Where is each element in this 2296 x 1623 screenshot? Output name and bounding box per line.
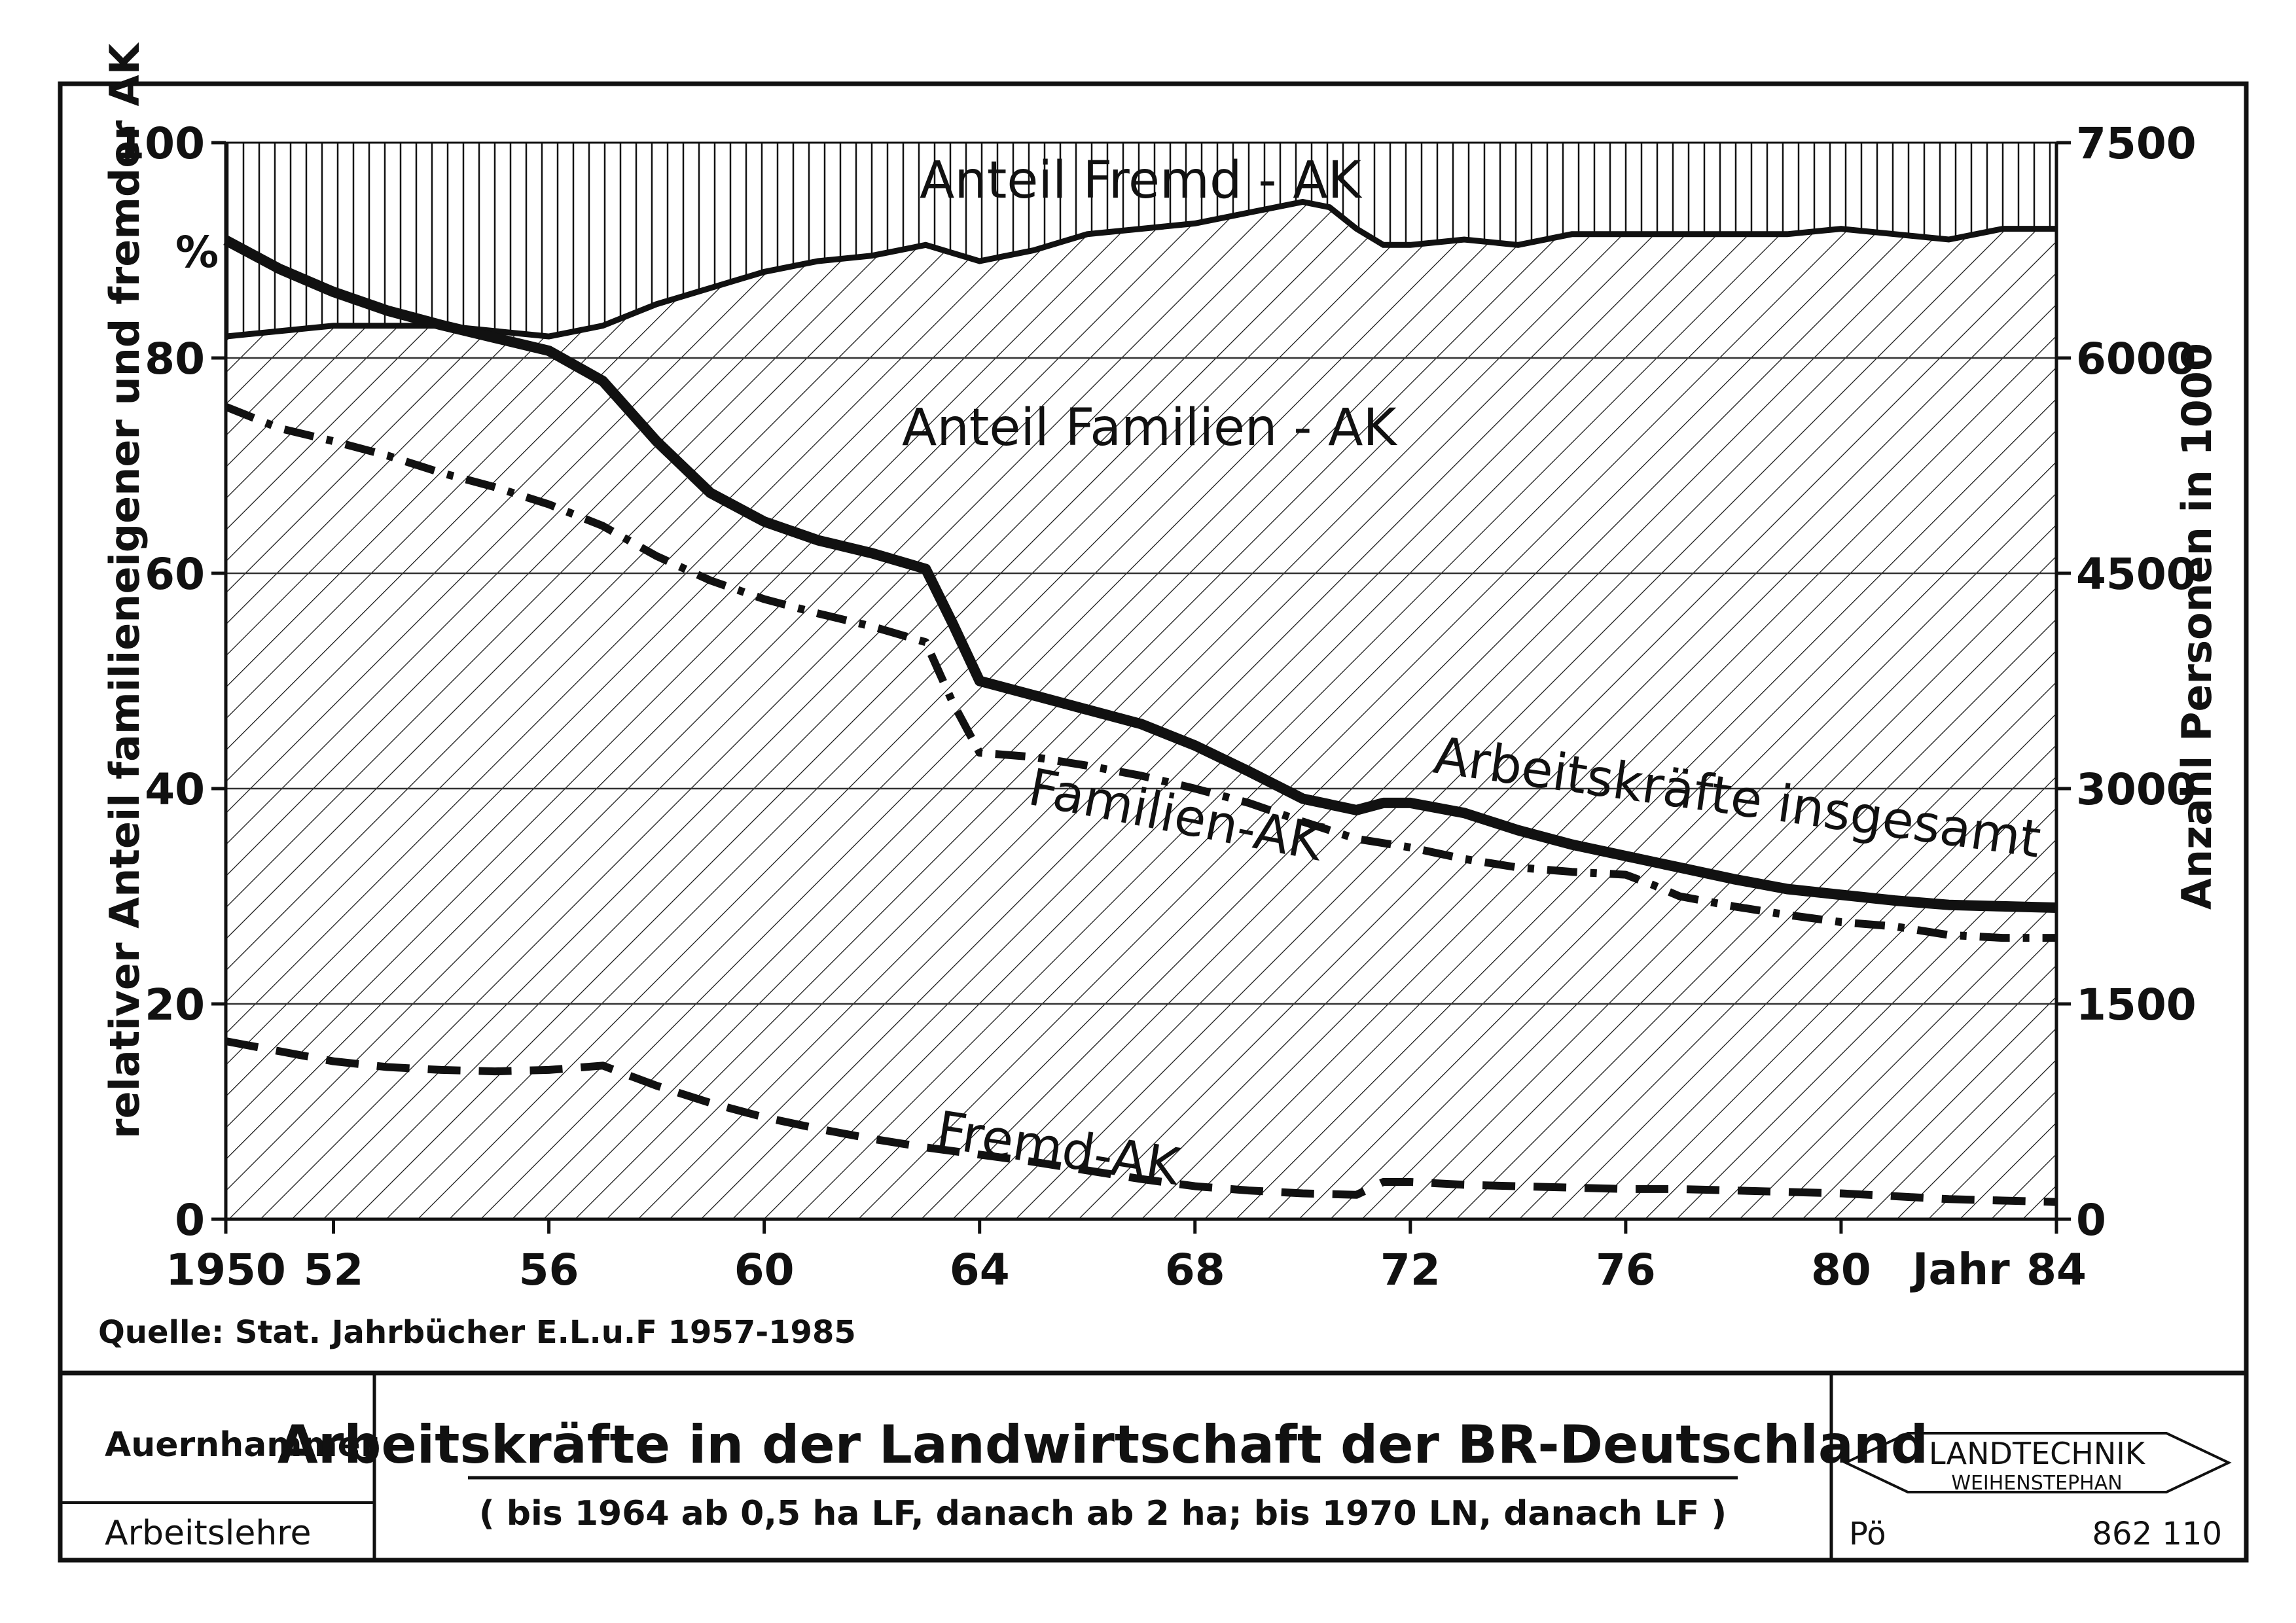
right-tick-labels: 0 1500 3000 4500 6000 7500 <box>2056 118 2197 1245</box>
series-lines <box>223 236 2057 1206</box>
label-fremd-share: Anteil Fremd - AK <box>920 151 1363 210</box>
right-tick-label: 4500 <box>2076 549 2197 599</box>
series-line-fremd-ak <box>224 1037 2057 1206</box>
drawer-initials: Pö <box>1849 1516 1886 1552</box>
x-tick-label: 52 <box>304 1245 364 1295</box>
x-tick-label: 80 <box>1811 1245 1871 1295</box>
right-tick-label: 6000 <box>2076 334 2197 384</box>
author-name: Auernhammer <box>105 1425 378 1465</box>
left-axis-title: relativer Anteil familieneigener und fre… <box>101 42 149 1139</box>
right-tick-label: 1500 <box>2076 980 2197 1030</box>
source-note: Quelle: Stat. Jahrbücher E.L.u.F 1957-19… <box>98 1314 856 1351</box>
left-tick-label: 0 <box>175 1195 205 1245</box>
x-tick-label: 68 <box>1165 1245 1225 1295</box>
x-tick-label: 1950 <box>166 1245 286 1295</box>
left-tick-labels: 0 20 40 60 80 100 <box>115 118 226 1245</box>
right-axis-title: Anzahl Personen in 1000 <box>2173 343 2221 910</box>
x-tick-label: 64 <box>950 1245 1010 1295</box>
area-boundary-line <box>226 198 2056 340</box>
x-tick-label: 76 <box>1596 1245 1656 1295</box>
series-line-arbeitskr-fte-insgesamt <box>223 236 2057 913</box>
plot-area <box>226 143 2056 1219</box>
x-tick-label: 56 <box>519 1245 579 1295</box>
series-line-familien-ak <box>224 403 2056 942</box>
left-tick-label: 20 <box>145 980 205 1030</box>
axes <box>224 141 2058 1221</box>
logo-line-2: WEIHENSTEPHAN <box>1951 1472 2122 1495</box>
main-title: Arbeitskräfte in der Landwirtschaft der … <box>278 1414 1928 1475</box>
x-tick-label: 84 <box>2026 1245 2087 1295</box>
department-name: Arbeitslehre <box>105 1514 312 1553</box>
outer-frame <box>58 81 2249 1563</box>
logo-line-1: LANDTECHNIK <box>1929 1436 2146 1471</box>
landtechnik-logo: LANDTECHNIK WEIHENSTEPHAN <box>1842 1432 2232 1495</box>
left-tick-label: 40 <box>145 764 205 815</box>
right-tick-label: 7500 <box>2076 118 2197 169</box>
x-tick-label: 60 <box>734 1245 795 1295</box>
label-familien-share: Anteil Familien - AK <box>902 399 1398 457</box>
percent-unit-label: % <box>175 227 219 277</box>
left-tick-label: 80 <box>145 334 205 384</box>
left-tick-label: 60 <box>145 549 205 599</box>
x-axis-title: Jahr <box>1910 1244 2010 1294</box>
gridlines <box>226 357 2056 1005</box>
x-tick-label: 72 <box>1380 1245 1441 1295</box>
right-tick-label: 0 <box>2076 1195 2106 1245</box>
x-tick-labels: 1950 52 56 60 64 68 72 76 80 84 <box>166 1219 2087 1295</box>
left-tick-label: 100 <box>115 118 205 169</box>
area-familien-share-hatch <box>226 202 2056 1219</box>
drawing-number: 862 110 <box>2092 1516 2223 1552</box>
subtitle: ( bis 1964 ab 0,5 ha LF, danach ab 2 ha;… <box>479 1494 1727 1533</box>
right-tick-label: 3000 <box>2076 764 2197 815</box>
